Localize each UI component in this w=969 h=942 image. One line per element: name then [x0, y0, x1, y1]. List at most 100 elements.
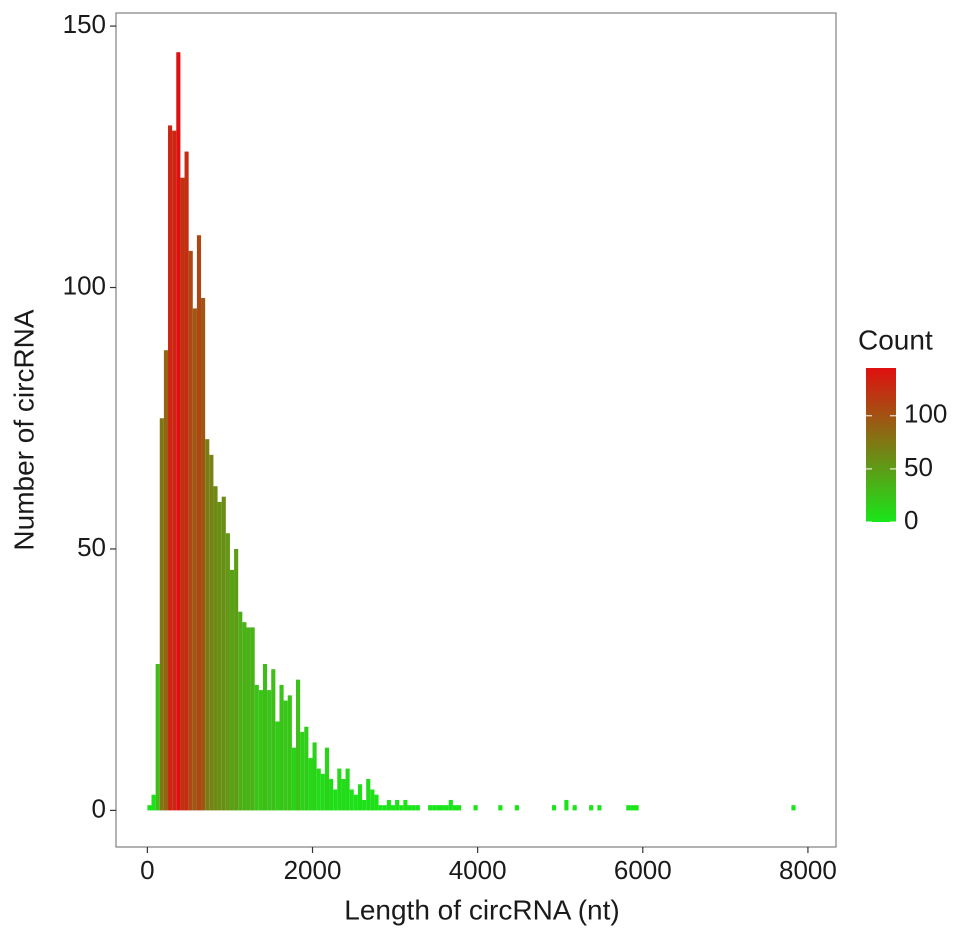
bar: [597, 805, 602, 811]
bar: [626, 805, 631, 811]
bar: [395, 799, 400, 811]
x-tick-label: 4000: [449, 855, 507, 885]
bar: [151, 794, 156, 811]
bar: [407, 805, 412, 811]
bar: [386, 799, 391, 811]
bar: [457, 805, 462, 811]
bar: [399, 805, 404, 811]
bar: [415, 805, 420, 811]
x-axis-title: Length of circRNA (nt): [344, 894, 619, 925]
panel-border: [115, 12, 837, 848]
bar: [498, 805, 503, 811]
bar: [337, 768, 342, 811]
bar: [201, 297, 206, 811]
bar: [366, 779, 371, 811]
bar: [374, 794, 379, 811]
y-tick-label: 50: [77, 532, 106, 562]
bar: [316, 768, 321, 811]
bar: [341, 779, 346, 811]
bar: [564, 799, 569, 811]
bar: [308, 758, 313, 811]
bar: [411, 805, 416, 811]
bar: [217, 501, 222, 811]
bar: [155, 663, 160, 811]
bar: [333, 789, 338, 811]
bar: [254, 684, 259, 811]
bar: [262, 663, 268, 811]
bar: [551, 805, 557, 811]
bar: [279, 684, 284, 811]
y-axis-title: Number of circRNA: [8, 309, 39, 550]
legend-title: Count: [858, 324, 933, 355]
bar: [448, 799, 453, 811]
bar: [320, 773, 325, 811]
bar: [634, 805, 639, 811]
bar: [246, 627, 251, 811]
bar: [209, 454, 214, 811]
bar: [192, 308, 197, 811]
bar: [213, 486, 218, 811]
bar: [572, 805, 577, 811]
bar: [221, 496, 226, 811]
bar: [440, 805, 445, 811]
bar: [147, 805, 152, 811]
bar: [349, 789, 354, 811]
bar: [300, 731, 305, 811]
legend-tick-label: 100: [904, 399, 947, 429]
bar: [345, 768, 350, 811]
bar: [184, 151, 189, 811]
bar: [225, 533, 230, 811]
bar: [271, 669, 276, 811]
legend-colorbar: [866, 368, 896, 522]
bar: [229, 569, 235, 811]
bar: [452, 805, 458, 811]
bar: [473, 805, 478, 811]
bar: [176, 52, 181, 811]
bar: [291, 747, 296, 811]
y-tick-label: 0: [92, 793, 106, 823]
bar: [188, 250, 193, 811]
bar: [159, 418, 164, 811]
bar: [304, 726, 309, 811]
bar: [357, 784, 363, 811]
bar: [180, 177, 185, 811]
bar: [378, 805, 383, 811]
bar: [205, 439, 210, 811]
bar: [436, 805, 441, 811]
bar: [250, 627, 255, 811]
bar: [428, 805, 433, 811]
bar: [589, 805, 594, 811]
bar: [234, 548, 239, 811]
y-tick-label: 100: [63, 270, 106, 300]
bar: [312, 742, 317, 811]
y-tick-label: 150: [63, 9, 106, 39]
bar: [196, 235, 202, 811]
bar: [168, 125, 173, 811]
bar: [163, 350, 169, 811]
bar: [296, 679, 301, 811]
bar: [390, 805, 396, 811]
legend-tick-label: 50: [904, 452, 933, 482]
bar: [238, 611, 243, 811]
bar: [514, 805, 519, 811]
bar: [791, 805, 796, 811]
x-tick-label: 8000: [779, 855, 837, 885]
x-tick-label: 6000: [614, 855, 672, 885]
bar: [258, 690, 263, 811]
bar: [275, 721, 280, 811]
x-tick-label: 2000: [284, 855, 342, 885]
bar: [432, 805, 437, 811]
bar: [172, 130, 177, 811]
bar: [630, 805, 635, 811]
bar: [329, 779, 334, 811]
bar: [267, 690, 272, 811]
bar: [287, 695, 292, 811]
bar: [403, 799, 408, 811]
bar: [324, 747, 330, 811]
bar: [242, 622, 247, 811]
bar: [370, 789, 375, 811]
bar: [283, 700, 288, 811]
bar: [444, 805, 449, 811]
x-tick-label: 0: [140, 855, 154, 885]
